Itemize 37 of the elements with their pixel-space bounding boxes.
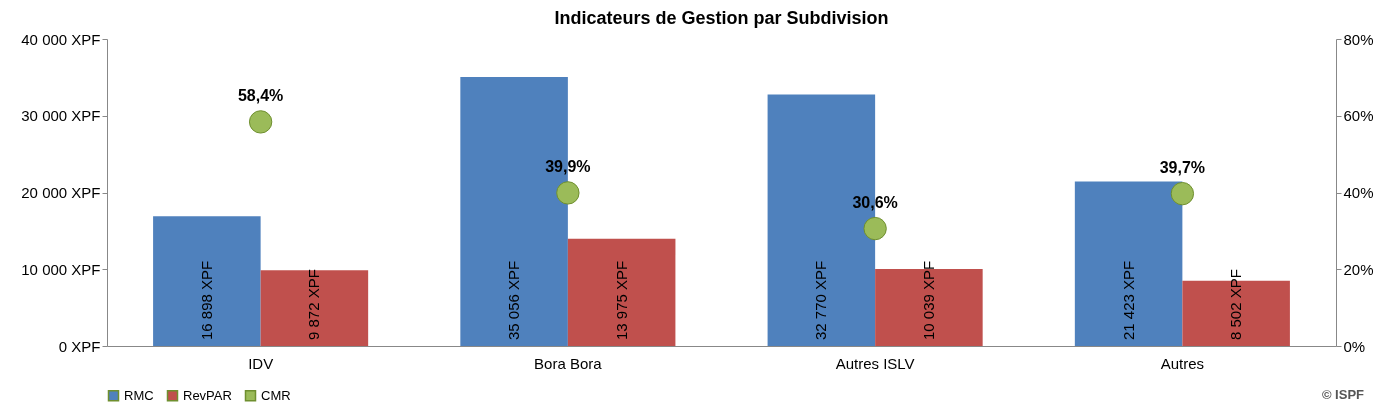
data-label: 21 423 XPF (1119, 260, 1137, 340)
y2-tick-label: 40% (1343, 184, 1374, 201)
y-tick-label: 40 000 XPF (21, 30, 101, 48)
y-tick-label: 0 XPF (58, 337, 101, 355)
x-tick-label: Autres (1160, 354, 1205, 372)
legend-label: RMC (124, 387, 154, 403)
bar (567, 238, 676, 346)
data-label: 32 770 XPF (812, 260, 830, 340)
x-tick-label: IDV (248, 354, 274, 372)
bar (153, 216, 261, 346)
point (1170, 181, 1195, 206)
y-tick-label: 20 000 XPF (21, 184, 101, 201)
data-label: 16 898 XPF (197, 260, 215, 340)
data-label: 10 039 XPF (919, 260, 937, 340)
text: © ISPF (1321, 387, 1364, 402)
point (863, 216, 887, 241)
point (248, 110, 273, 134)
y2-tick-label: 60% (1343, 107, 1374, 125)
y-tick-label: 30 000 XPF (21, 107, 101, 125)
data-label: 58,4% (237, 86, 284, 104)
legend-label: RevPAR (183, 387, 232, 403)
x-tick-label: Autres ISLV (835, 354, 915, 372)
data-label: 39,7% (1159, 158, 1206, 176)
data-label: 8 502 XPF (1227, 269, 1245, 340)
y2-tick-label: 80% (1343, 30, 1374, 48)
bar (260, 270, 369, 346)
bar (1074, 181, 1183, 346)
legend-label: CMR (261, 387, 291, 403)
y-tick-label: 10 000 XPF (21, 260, 101, 278)
y2-tick-label: 20% (1343, 260, 1374, 278)
chart-title: Indicateurs de Gestion par Subdivision (554, 8, 889, 28)
x-tick-label: Bora Bora (534, 354, 603, 372)
data-label: 9 872 XPF (305, 269, 323, 340)
y2-tick-label: 0% (1343, 337, 1366, 355)
data-label: 13 975 XPF (612, 260, 630, 340)
point (556, 181, 580, 205)
data-label: 35 056 XPF (505, 260, 523, 340)
